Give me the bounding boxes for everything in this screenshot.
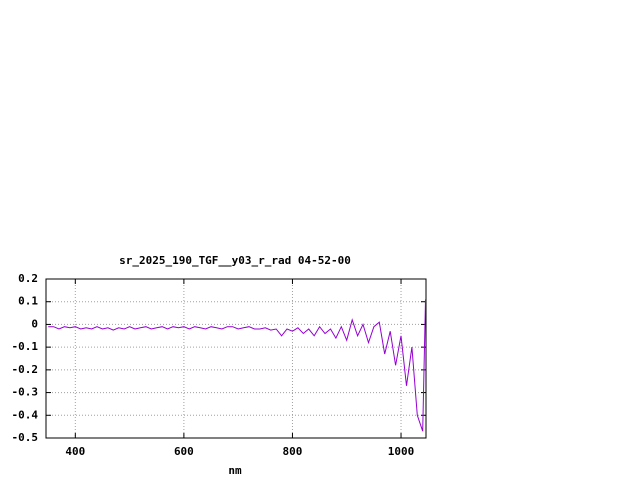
plot-border — [45, 278, 427, 439]
y-tick-label: -0.3 — [12, 386, 39, 399]
y-tick-label: -0.4 — [12, 408, 39, 421]
x-axis-label: nm — [228, 464, 242, 477]
y-tick-label: 0.2 — [18, 272, 38, 285]
x-tick-label: 600 — [174, 445, 194, 458]
y-tick-label: 0.1 — [18, 295, 38, 308]
data-line — [48, 299, 426, 432]
y-tick-label: -0.1 — [12, 340, 39, 353]
x-tick-label: 800 — [283, 445, 303, 458]
x-tick-label: 1000 — [388, 445, 415, 458]
chart-title: sr_2025_190_TGF__y03_r_rad 04-52-00 — [119, 254, 351, 267]
y-tick-label: 0 — [31, 317, 38, 330]
y-tick-label: -0.5 — [12, 431, 39, 444]
x-tick-label: 400 — [65, 445, 85, 458]
y-tick-label: -0.2 — [12, 363, 39, 376]
